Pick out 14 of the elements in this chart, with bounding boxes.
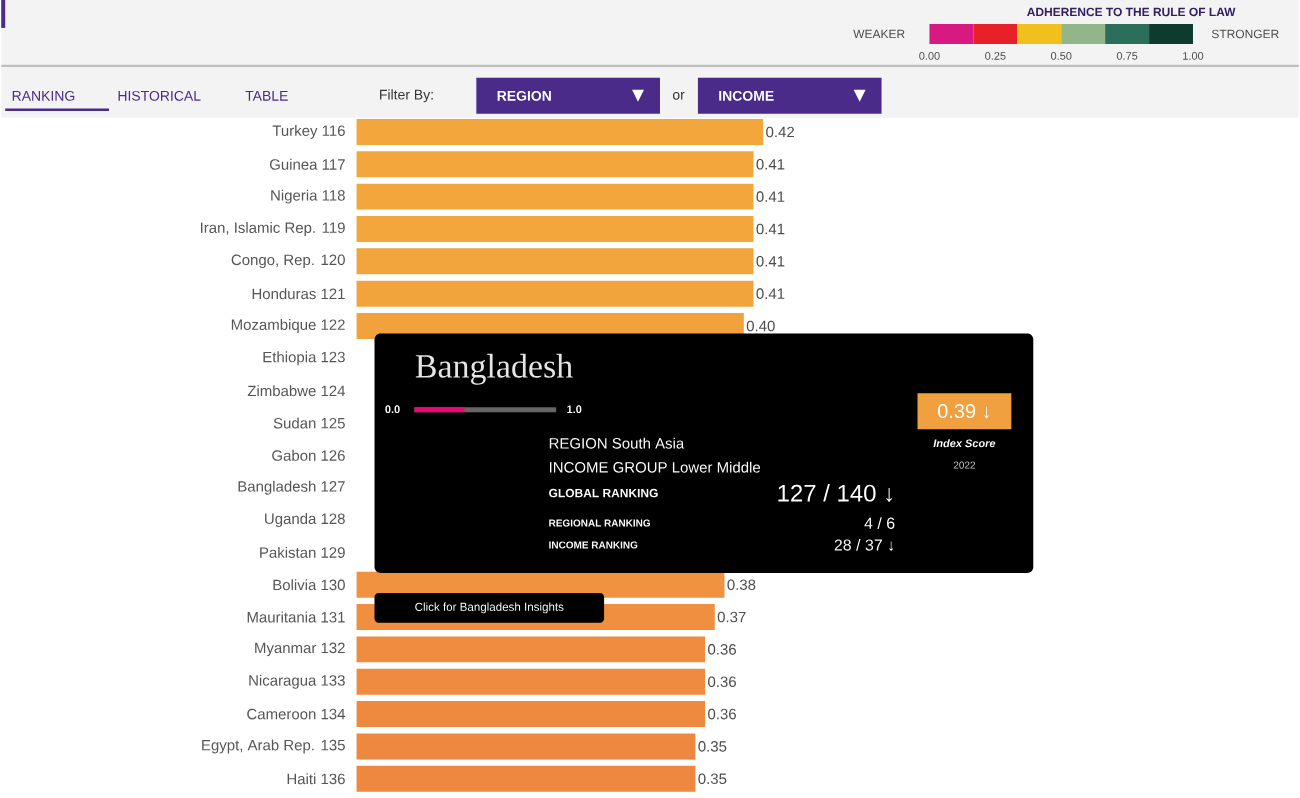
bar [356, 765, 696, 792]
text: 127 / 140 ↓ [778, 483, 892, 502]
text: 0.39 ↓ [938, 403, 989, 419]
bar [356, 151, 754, 178]
bar [356, 636, 706, 663]
bar [356, 668, 706, 695]
bar [356, 280, 754, 307]
bar [356, 248, 754, 275]
bar [356, 733, 696, 760]
annotation: Bangladesh [415, 353, 573, 385]
bar [356, 118, 764, 145]
bar [356, 183, 754, 210]
bar [356, 700, 706, 727]
bar [356, 215, 754, 242]
